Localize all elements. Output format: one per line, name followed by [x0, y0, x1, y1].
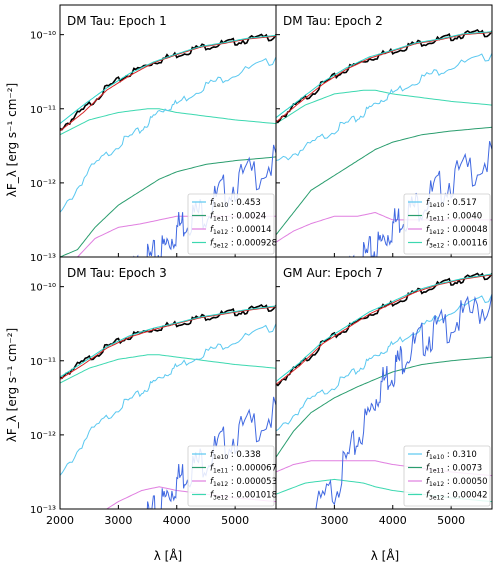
x-axis-label-right: λ [Å]: [371, 548, 400, 563]
series-model-total: [60, 306, 276, 380]
y-tick-label: 10⁻¹²: [30, 179, 56, 190]
series-f-1e10: [276, 52, 492, 161]
y-axis-label-top: λF_λ [erg s⁻¹ cm⁻²]: [5, 83, 19, 197]
series-f-1e10: [276, 293, 492, 432]
series-ext-fit: [276, 273, 492, 382]
legend-entry: f1e11 : 0.000067: [210, 464, 277, 475]
legend-entry: f1e10 : 0.338: [210, 450, 261, 461]
series-observed: [60, 33, 276, 131]
legend: f1e10 : 0.310 f1e11 : 0.0073 f1e12 : 0.000…: [403, 445, 491, 507]
y-tick-label: 10⁻¹¹: [30, 105, 56, 116]
legend-entry: f3e12 : 0.00042: [426, 491, 488, 502]
y-tick-label: 10⁻¹³: [30, 253, 56, 264]
panel-lines: [276, 29, 492, 257]
panel-title: DM Tau: Epoch 3: [67, 266, 167, 280]
legend-entry: f1e12 : 0.00014: [210, 225, 272, 236]
x-tick-label: 4000: [379, 514, 407, 527]
panel-lines: [60, 304, 276, 509]
axes-frame: [275, 256, 493, 510]
legend-entry: f1e10 : 0.453: [210, 198, 261, 209]
series-ext-fit: [60, 305, 276, 378]
legend-entry: f3e12 : 0.000928: [210, 239, 277, 250]
panel-title: DM Tau: Epoch 2: [283, 14, 383, 28]
panels: DM Tau: Epoch 1 10⁻¹³ 10⁻¹² 10⁻¹¹ 10⁻¹⁰ f1e10…: [30, 4, 493, 527]
panel-4: GM Aur: Epoch 7 3000 4000 5000 f1e10 : 0.310…: [275, 256, 493, 527]
panel-title: DM Tau: Epoch 1: [67, 14, 167, 28]
x-tick-label: 2000: [46, 514, 74, 527]
x-tick-label: 3000: [104, 514, 132, 527]
legend-entry: f1e10 : 0.517: [426, 198, 477, 209]
legend-entry: f1e12 : 0.000053: [210, 477, 277, 488]
legend-entry: f1e12 : 0.00048: [426, 225, 488, 236]
legend-entry: f1e11 : 0.0073: [426, 464, 482, 475]
panel-3: DM Tau: Epoch 3 2000 3000 4000 5000 10⁻¹³ 10⁻¹…: [30, 256, 277, 527]
series-ext-fit: [60, 34, 276, 124]
panel-title: GM Aur: Epoch 7: [283, 266, 383, 280]
series-observed: [276, 272, 492, 387]
panel-2: DM Tau: Epoch 2 f1e10 : 0.517 f1e11 : 0.00…: [275, 4, 493, 258]
series-photosphere: [315, 294, 492, 509]
y-tick-label: 10⁻¹¹: [30, 357, 56, 368]
x-tick-label: 3000: [320, 514, 348, 527]
y-tick-label: 10⁻¹²: [30, 431, 56, 442]
series-f-3e12: [276, 89, 492, 125]
series-f-3e12: [60, 354, 276, 384]
series-ext-fit: [276, 31, 492, 119]
x-tick-label: 5000: [221, 514, 249, 527]
legend-entry: f3e12 : 0.00116: [426, 239, 488, 250]
panel-lines: [276, 272, 492, 509]
x-axis-label-left: λ [Å]: [154, 548, 183, 563]
legend-entry: f1e11 : 0.0040: [426, 212, 482, 223]
legend-entry: f3e12 : 0.001018: [210, 491, 277, 502]
x-tick-label: 4000: [163, 514, 191, 527]
series-f-1e11: [276, 126, 492, 236]
legend-entry: f1e12 : 0.00050: [426, 477, 488, 488]
series-model-total: [60, 35, 276, 132]
series-f-1e11: [60, 156, 276, 257]
y-tick-label: 10⁻¹³: [30, 505, 56, 516]
series-f-1e10: [60, 56, 276, 213]
series-f-1e11: [276, 356, 492, 458]
legend: f1e10 : 0.338 f1e11 : 0.000067 f1e12 : 0.0…: [187, 445, 277, 507]
y-axis-label-bottom: λF_λ [erg s⁻¹ cm⁻²]: [5, 328, 19, 442]
series-f-1e10: [60, 323, 276, 476]
y-tick-label: 10⁻¹⁰: [30, 31, 56, 42]
x-tick-label: 5000: [437, 514, 465, 527]
legend-entry: f1e10 : 0.310: [426, 450, 477, 461]
legend: f1e10 : 0.453 f1e11 : 0.0024 f1e12 : 0.000…: [187, 193, 277, 255]
series-f-3e12: [60, 108, 276, 136]
y-tick-label: 10⁻¹⁰: [30, 283, 56, 294]
series-model-total: [276, 274, 492, 385]
series-observed: [276, 29, 492, 124]
legend: f1e10 : 0.517 f1e11 : 0.0040 f1e12 : 0.000…: [403, 193, 491, 255]
panel-1: DM Tau: Epoch 1 10⁻¹³ 10⁻¹² 10⁻¹¹ 10⁻¹⁰ f1e10…: [30, 4, 277, 264]
series-model-total: [276, 31, 492, 123]
legend-entry: f1e11 : 0.0024: [210, 212, 266, 223]
